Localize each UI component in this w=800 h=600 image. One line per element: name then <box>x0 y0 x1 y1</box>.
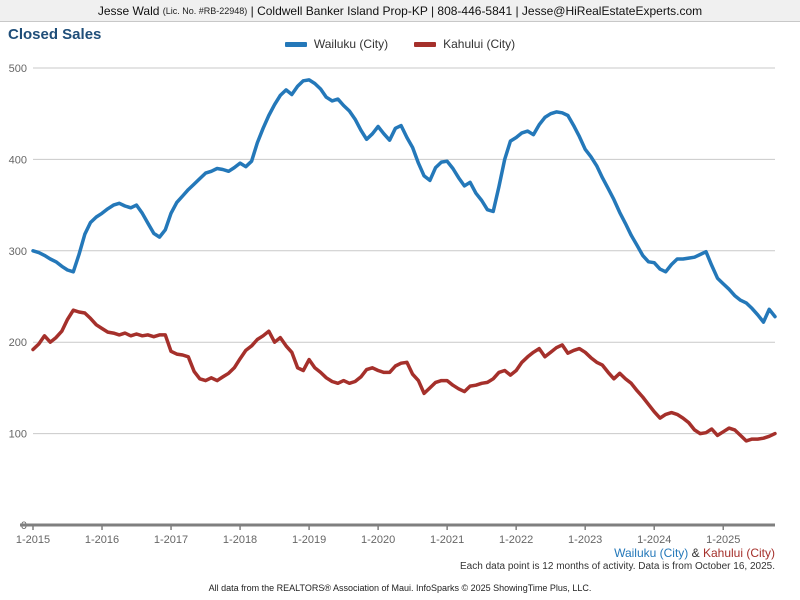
agent-license: (Lic. No. #RB-22948) <box>162 5 248 16</box>
series-footnote: Wailuku (City) & Kahului (City) <box>0 546 800 560</box>
footnote-kahului: Kahului (City) <box>702 546 775 560</box>
wailuku-city-line[interactable] <box>31 78 777 324</box>
legend-label-wailuku: Wailuku (City) <box>313 37 389 51</box>
x-tick-label-1-2016: 1-2016 <box>85 534 119 546</box>
y-tick-label-200: 200 <box>9 337 27 349</box>
x-tick-label-1-2018: 1-2018 <box>223 534 257 546</box>
closed-sales-chart[interactable]: 01002003004005001-20151-20161-20171-2018… <box>0 56 800 546</box>
page-title: Closed Sales <box>8 26 102 43</box>
x-tick-label-1-2017: 1-2017 <box>154 534 188 546</box>
x-tick-label-1-2020: 1-2020 <box>361 534 395 546</box>
header-bar: Jesse Wald (Lic. No. #RB-22948) | Coldwe… <box>0 0 800 22</box>
footnote-ampersand: & <box>688 546 703 560</box>
y-tick-label-100: 100 <box>9 429 27 441</box>
legend-item-kahului[interactable]: Kahului (City) <box>414 37 515 51</box>
kahului-city-line[interactable] <box>31 308 777 443</box>
data-note: Each data point is 12 months of activity… <box>460 561 775 572</box>
title-legend-band: Closed Sales Wailuku (City) Kahului (Cit… <box>0 22 800 56</box>
x-tick-label-1-2022: 1-2022 <box>499 534 533 546</box>
chart-canvas[interactable]: 01002003004005001-20151-20161-20171-2018… <box>0 56 800 546</box>
x-tick-label-1-2025: 1-2025 <box>706 534 740 546</box>
header-contact-info: | Coldwell Banker Island Prop-KP | 808-4… <box>247 3 703 18</box>
x-tick-label-1-2019: 1-2019 <box>292 534 326 546</box>
x-tick-label-1-2023: 1-2023 <box>568 534 602 546</box>
x-tick-label-1-2015: 1-2015 <box>16 534 50 546</box>
x-tick-label-1-2021: 1-2021 <box>430 534 464 546</box>
chart-legend: Wailuku (City) Kahului (City) <box>0 37 800 51</box>
legend-label-kahului: Kahului (City) <box>443 37 516 51</box>
agent-name: Jesse Wald <box>97 3 163 18</box>
footnote-wailuku: Wailuku (City) <box>614 546 689 560</box>
attribution-line: All data from the REALTORS® Association … <box>208 583 592 593</box>
x-tick-label-1-2024: 1-2024 <box>637 534 671 546</box>
y-tick-label-400: 400 <box>9 154 27 166</box>
y-tick-label-300: 300 <box>9 246 27 258</box>
kahului-color-swatch <box>414 41 437 47</box>
y-tick-label-500: 500 <box>9 63 27 75</box>
wailuku-color-swatch <box>284 41 307 47</box>
legend-item-wailuku[interactable]: Wailuku (City) <box>284 37 389 51</box>
